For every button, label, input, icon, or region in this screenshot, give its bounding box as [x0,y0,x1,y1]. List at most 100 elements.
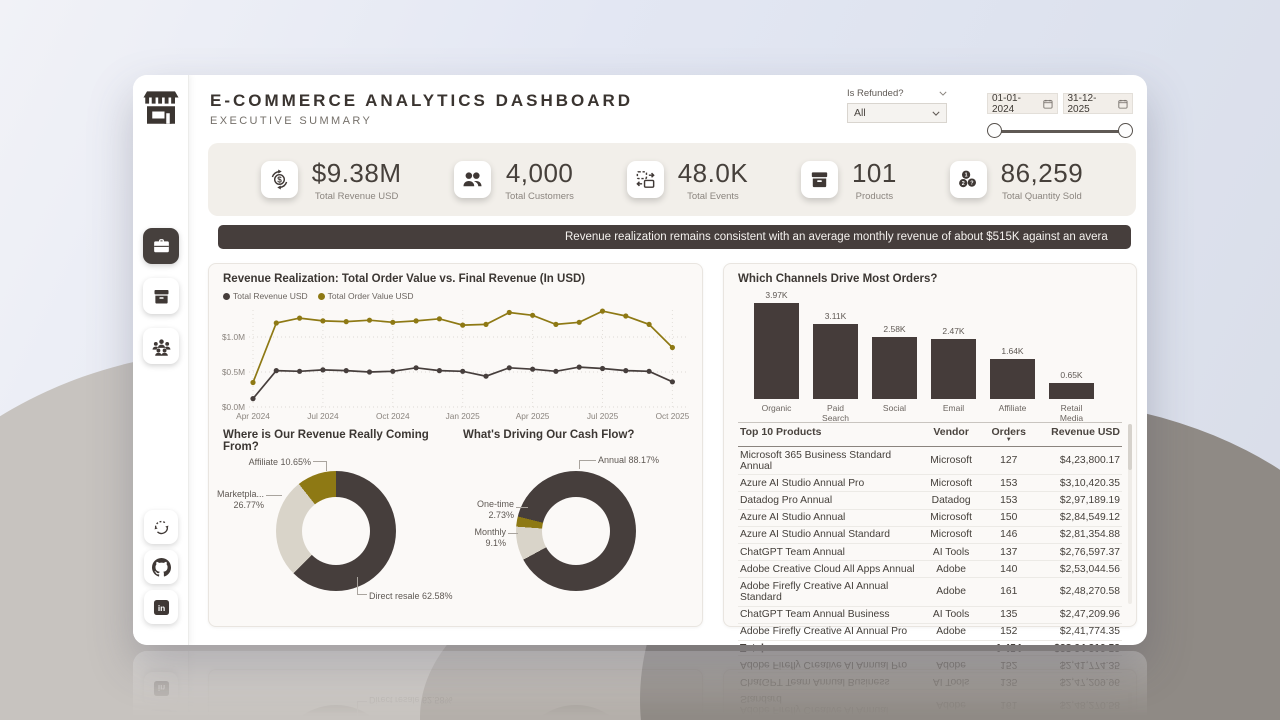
sidebar: in [133,75,189,645]
total-cell: $28,64,210.53 [1033,639,1122,645]
revenue-source-panel: Where is Our Revenue Really Coming From?… [217,429,457,624]
insight-ticker: Revenue realization remains consistent w… [218,225,1131,249]
label-connector [516,507,528,513]
date-range-slider[interactable] [987,123,1133,139]
kpi-value: $9.38M [311,157,402,188]
people-group-icon [152,338,170,356]
column-header-revenue-usd[interactable]: Revenue USD [1033,422,1122,447]
sidebar-item-products[interactable] [143,278,179,314]
refunded-filter-dropdown[interactable]: All [847,103,947,123]
bar-rect[interactable] [1049,383,1094,399]
store-logo-icon [140,87,182,133]
column-header-top-10-products[interactable]: Top 10 Products [738,422,919,447]
kpi-band: $ $9.38M Total Revenue USD 4,000 Total Custo… [208,143,1136,216]
slider-track[interactable] [993,130,1127,133]
main-panel: E-COMMERCE ANALYTICS DASHBOARD EXECUTIVE… [189,75,1147,645]
table-scrollbar[interactable] [1128,424,1132,604]
linkedin-link[interactable]: in [144,590,178,624]
refresh-button[interactable] [144,510,178,544]
product-box-icon [800,161,838,198]
bar-value-label: 1.64K [1001,346,1024,357]
calendar-icon[interactable] [1118,99,1128,109]
cashflow-donut[interactable] [516,471,636,591]
dashboard-card: in E-COMMERCE ANALYTICS DASHBOARD EXECUT… [133,75,1147,645]
donut2-label-onetime: One-time 2.73% [476,499,514,520]
table-cell: Datadog [918,491,984,510]
sidebar-item-executive-summary[interactable] [143,228,179,264]
legend-dot-revenue [223,292,230,300]
legend-label-revenue: Total Revenue USD [233,291,308,301]
bar-affiliate[interactable]: 1.64K [990,346,1035,399]
table-row[interactable]: Adobe Firefly Creative AI Annual Pro Adob… [738,623,1122,641]
bar-value-label: 2.58K [883,323,906,334]
bar-rect[interactable] [931,339,976,399]
column-header-vendor[interactable]: Vendor [918,422,984,447]
svg-text:$0.0M: $0.0M [222,402,245,412]
chevron-down-icon[interactable] [939,91,947,96]
table-cell: 153 [983,474,1034,493]
bar-paid-search[interactable]: 3.11K [813,311,858,399]
table-row[interactable]: Azure AI Studio Annual Microsoft 150 $2,84,… [738,509,1122,527]
table-cell: 153 [983,491,1034,510]
table-total-row: Total 1,454$28,64,210.53 [738,639,1122,645]
archive-box-icon [154,289,168,303]
table-row[interactable]: Adobe Firefly Creative AI Annual Standar… [738,577,1122,607]
bar-rect[interactable] [754,302,799,399]
table-cell: $2,81,354.88 [1033,526,1122,544]
insight-ticker-text: Revenue realization remains consistent w… [565,231,1108,243]
kpi-value: 4,000 [505,157,574,188]
table-cell: ChatGPT Team Annual [738,543,919,562]
table-cell: Azure AI Studio Annual Pro [738,474,919,493]
series-total-revenue-usd[interactable] [250,364,675,402]
table-cell: $2,41,774.35 [1033,623,1122,641]
kpi-card: 1 2? 86,259 Total Quantity Sold [949,158,1084,202]
start-date-value: 01-01-2024 [992,92,1021,115]
table-row[interactable]: Azure AI Studio Annual Standard Microsoft… [738,526,1122,544]
kpi-label: Total Quantity Sold [1002,190,1082,202]
calendar-icon[interactable] [1043,99,1053,109]
revenue-source-donut[interactable] [276,471,396,591]
bar-rect[interactable] [813,323,858,399]
bar-retail-media[interactable]: 0.65K [1049,370,1094,399]
donut1-label-direct: Direct resale 62.58% [369,591,453,601]
table-cell: $2,97,189.19 [1033,491,1122,510]
svg-text:$: $ [277,176,282,185]
refunded-filter-label: Is Refunded? [847,88,904,99]
sidebar-item-customers[interactable] [143,328,179,364]
label-connector [266,495,282,503]
line-chart-title: Revenue Realization: Total Order Value v… [223,273,586,285]
refunded-filter-value: All [854,107,866,119]
slider-handle-end[interactable] [1118,123,1133,138]
line-chart[interactable]: $0.0M $0.5M $1.0M Apr 2024 Jul 2024 Oct 2024 J… [215,300,697,424]
bar-email[interactable]: 2.47K [931,326,976,399]
table-scrollbar-thumb[interactable] [1128,424,1132,470]
github-link[interactable] [144,550,178,584]
page-title: E-COMMERCE ANALYTICS DASHBOARD [210,91,634,110]
table-row[interactable]: Datadog Pro Annual Datadog 153 $2,97,189.19 [738,491,1122,510]
donut1-title: Where is Our Revenue Really Coming From? [223,429,429,453]
column-header-orders[interactable]: Orders ▼ [983,422,1034,447]
series-total-order-value-usd[interactable] [250,308,675,386]
table-cell: Adobe [918,577,984,607]
table-row[interactable]: ChatGPT Team Annual AI Tools 137 $2,76,597.… [738,543,1122,562]
svg-text:Apr 2024: Apr 2024 [236,411,270,421]
bar-rect[interactable] [990,359,1035,399]
table-row[interactable]: Microsoft 365 Business Standard Annual Mi… [738,446,1122,476]
table-row[interactable]: Azure AI Studio Annual Pro Microsoft 153 $3… [738,474,1122,493]
table-row[interactable]: Adobe Creative Cloud All Apps Annual Adob… [738,560,1122,579]
start-date-input[interactable]: 01-01-2024 [987,92,1058,115]
svg-text:Oct 2024: Oct 2024 [376,411,410,421]
refresh-icon [154,520,168,534]
bar-rect[interactable] [872,336,917,399]
table-cell: Adobe Firefly Creative AI Annual Pro [738,623,919,641]
bar-value-label: 3.97K [765,289,788,300]
kpi-card: 4,000 Total Customers [454,158,574,202]
end-date-input[interactable]: 31-12-2025 [1062,93,1133,115]
bar-organic[interactable]: 3.97K [754,290,799,399]
bar-social[interactable]: 2.58K [872,323,917,399]
svg-text:Jul 2025: Jul 2025 [587,411,619,421]
table-row[interactable]: ChatGPT Team Annual Business AI Tools 135 $… [738,606,1122,624]
bar-value-label: 2.47K [942,326,965,337]
slider-handle-start[interactable] [987,123,1002,138]
